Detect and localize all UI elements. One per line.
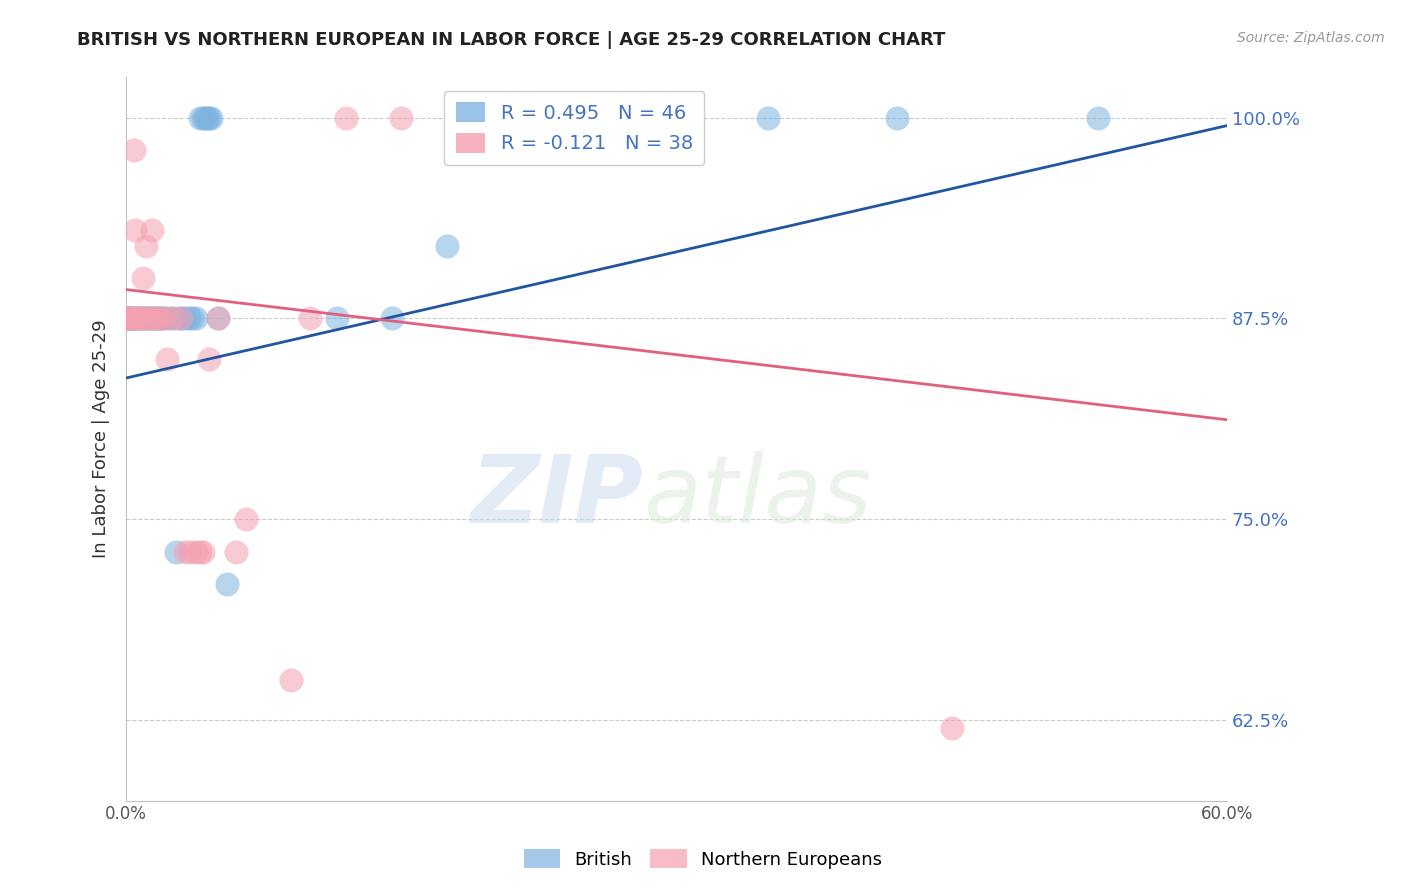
Point [127,311,149,326]
Point [188,111,211,125]
Point [184,311,207,326]
Point [142,311,165,326]
Point [193,111,215,125]
Point [193,544,215,558]
Text: atlas: atlas [644,451,872,542]
Point [188,544,211,558]
Point [148,311,170,326]
Point [160,311,183,326]
Point [135,239,157,253]
Point [198,351,221,366]
Point [124,223,146,237]
Point [1087,111,1109,125]
Point [381,311,404,326]
Point [166,311,188,326]
Point [170,311,193,326]
Point [141,311,163,326]
Point [121,311,143,326]
Point [121,311,143,326]
Point [129,311,152,326]
Point [136,311,159,326]
Point [886,111,908,125]
Point [124,311,146,326]
Point [156,311,179,326]
Point [122,143,145,157]
Point [127,311,149,326]
Point [170,311,193,326]
Point [207,311,229,326]
Point [118,311,141,326]
Point [141,223,163,237]
Point [156,351,179,366]
Point [280,673,302,687]
Point [235,512,257,526]
Point [165,544,187,558]
Point [117,311,139,326]
Point [181,311,204,326]
Point [152,311,174,326]
Point [436,239,458,253]
Point [145,311,167,326]
Legend: British, Northern Europeans: British, Northern Europeans [517,842,889,876]
Point [135,311,157,326]
Point [134,311,156,326]
Point [118,311,141,326]
Point [142,311,165,326]
Point [128,311,150,326]
Legend: R = 0.495   N = 46, R = -0.121   N = 38: R = 0.495 N = 46, R = -0.121 N = 38 [444,91,704,165]
Point [145,311,167,326]
Point [118,311,141,326]
Point [148,311,170,326]
Point [482,111,505,125]
Point [118,311,141,326]
Point [132,311,155,326]
Point [128,311,150,326]
Point [941,721,963,735]
Point [174,311,197,326]
Point [134,311,156,326]
Point [177,311,200,326]
Point [117,311,139,326]
Text: Source: ZipAtlas.com: Source: ZipAtlas.com [1237,31,1385,45]
Point [129,311,152,326]
Point [756,111,779,125]
Point [326,311,349,326]
Point [139,311,162,326]
Point [152,311,174,326]
Point [174,544,197,558]
Point [574,111,596,125]
Point [136,311,159,326]
Point [207,311,229,326]
Point [117,311,139,326]
Point [122,311,145,326]
Point [198,111,221,125]
Point [184,544,207,558]
Point [217,576,239,591]
Point [335,111,357,125]
Point [179,544,201,558]
Point [225,544,247,558]
Point [200,111,222,125]
Text: BRITISH VS NORTHERN EUROPEAN IN LABOR FORCE | AGE 25-29 CORRELATION CHART: BRITISH VS NORTHERN EUROPEAN IN LABOR FO… [77,31,946,49]
Y-axis label: In Labor Force | Age 25-29: In Labor Force | Age 25-29 [93,319,110,558]
Point [391,111,413,125]
Point [195,111,218,125]
Point [117,311,139,326]
Point [150,311,173,326]
Point [160,311,183,326]
Point [146,311,169,326]
Point [132,271,155,285]
Point [298,311,321,326]
Point [194,111,217,125]
Point [121,311,143,326]
Text: ZIP: ZIP [471,450,644,543]
